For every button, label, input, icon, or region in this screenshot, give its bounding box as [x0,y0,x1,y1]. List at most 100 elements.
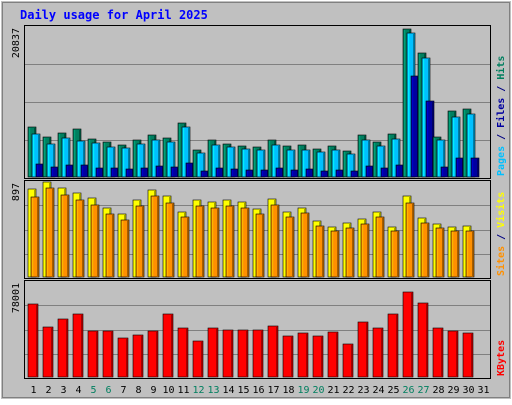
bar-shadow [171,315,173,376]
bar-highlight [332,232,334,276]
bar-highlight [134,141,136,176]
bar-kbytes-kbytes-day-22 [342,343,354,378]
bar-fill [297,332,309,378]
x-tick-label-4: 4 [75,385,81,396]
bar-highlight [108,148,110,176]
bar-shadow [201,342,203,376]
bar-kbytes-kbytes-day-21 [327,331,339,378]
bar-highlight [437,229,439,276]
bar-shadow [398,140,400,176]
bar-highlight [112,169,114,176]
bar-fill [102,330,114,378]
x-tick-label-13: 13 [207,385,219,396]
bar-fill [327,331,339,378]
panel-visits-side-label: Sites / Visits [495,192,507,276]
bar-highlight [472,159,474,176]
bar-visits-sites-day-27 [420,222,430,278]
bar-highlight [224,145,226,176]
bar-highlight [239,331,241,376]
bar-highlight [352,172,354,176]
bar-visits-sites-day-22 [345,227,355,278]
bar-highlight [209,203,211,276]
x-tick-label-27: 27 [417,385,429,396]
bar-visits-sites-day-2 [45,187,55,278]
bar-highlight [269,327,271,376]
bar-highlight [134,201,136,276]
bar-highlight [48,145,50,176]
bar-shadow [53,145,55,176]
bar-highlight [363,141,365,176]
bar-highlight [419,304,421,376]
bar-highlight [333,151,335,176]
bar-fill [432,327,444,378]
bar-highlight [434,225,436,276]
bar-shadow [67,196,69,276]
bar-highlight [407,204,409,276]
bar-highlight [348,155,350,176]
bar-highlight [272,206,274,276]
bar-highlight [442,168,444,176]
bar-highlight [378,147,380,176]
bar-fill [30,196,40,278]
bar-fill [345,227,355,278]
bar-fill [387,313,399,378]
bar-shadow [232,207,234,276]
bar-fill [207,327,219,378]
bar-highlight [467,232,469,276]
x-tick-label-8: 8 [135,385,141,396]
x-tick-label-28: 28 [432,385,444,396]
x-tick-label-23: 23 [357,385,369,396]
bar-shadow [367,225,369,276]
side-label-part: KBytes [496,340,507,376]
bar-visits-sites-day-1 [30,196,40,278]
bar-fill [417,302,429,378]
bar-highlight [382,169,384,176]
bar-highlight [152,197,154,276]
bar-highlight [239,147,241,176]
bar-highlight [179,329,181,376]
bar-highlight [167,204,169,276]
bar-highlight [362,225,364,276]
bar-fill [372,327,384,378]
bar-shadow [217,209,219,276]
bar-fill [402,291,414,378]
bar-shadow [81,315,83,376]
bar-kbytes-kbytes-day-9 [147,330,159,378]
bar-kbytes-kbytes-day-8 [132,334,144,378]
bar-highlight [299,334,301,376]
bar-visits-sites-day-11 [180,216,190,278]
bar-shadow [96,332,98,376]
bar-fill [192,340,204,378]
side-label-part: / [496,80,507,98]
bar-kbytes-kbytes-day-3 [57,318,69,378]
bar-highlight [254,148,256,176]
bar-highlight [164,139,166,176]
x-tick-label-10: 10 [162,385,174,396]
bar-shadow [427,224,429,276]
bar-highlight [389,228,391,276]
bar-shadow [411,293,413,376]
bar-highlight [74,194,76,276]
bar-highlight [269,141,271,176]
bar-highlight [217,169,219,176]
bar-highlight [337,171,339,176]
x-tick-label-11: 11 [177,385,189,396]
bar-fill [87,330,99,378]
bar-shadow [263,151,265,176]
panel-hits-side-label: Pages / Files / Hits [495,56,507,176]
bar-highlight [389,135,391,176]
bar-visits-sites-day-17 [270,204,280,278]
bar-shadow [397,232,399,276]
bar-highlight [92,206,94,276]
bar-highlight [122,221,124,276]
bar-fill [120,219,130,278]
bar-fill [45,187,55,278]
bar-highlight [123,149,125,176]
bar-shadow [127,221,129,276]
bar-highlight [377,218,379,276]
bar-shadow [82,201,84,276]
bar-highlight [314,337,316,376]
bar-highlight [344,224,346,276]
x-tick-label-19: 19 [297,385,309,396]
bar-shadow [142,207,144,276]
